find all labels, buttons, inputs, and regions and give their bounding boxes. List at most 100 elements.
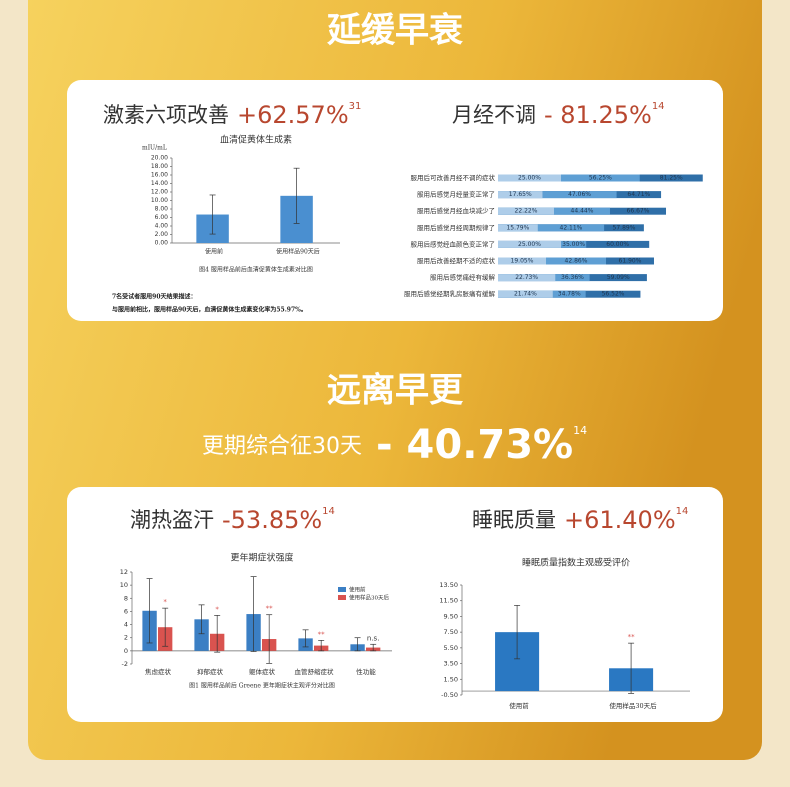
value-label: 25.00% <box>518 175 541 182</box>
y-tick-label: -0.50 <box>441 691 458 699</box>
caption: 图1 服用样品前后 Greene 更年期症状主观评分对比图 <box>189 682 335 690</box>
significance: * <box>215 605 219 613</box>
x-tick-label: 焦虑症状 <box>145 667 172 676</box>
chart-title: 血清促黄体生成素 <box>220 134 292 146</box>
y-axis-label: mIU/mL <box>142 145 167 152</box>
bar <box>498 240 561 248</box>
headline: 睡眠质量 +61.40%14 <box>472 506 688 534</box>
value-label: 34.78% <box>558 291 581 298</box>
row-label: 服用后感觉痛经有缓解 <box>430 273 496 282</box>
y-tick-label: 4.00 <box>155 223 169 230</box>
bar <box>498 224 538 232</box>
x-tick-label: 血管舒缩症状 <box>295 667 335 676</box>
y-tick-label: 3.50 <box>444 660 458 668</box>
value-label: 35.00% <box>562 241 585 248</box>
y-tick-label: 9.50 <box>444 612 458 620</box>
value-label: 25.00% <box>518 241 541 248</box>
y-tick-label: 18.00 <box>151 163 168 170</box>
bar <box>498 257 547 265</box>
bar <box>498 290 553 298</box>
row-label: 服用后感觉经期乳房胀痛有缓解 <box>404 289 496 298</box>
ref: 14 <box>676 506 689 517</box>
value-label: 47.06% <box>568 191 591 198</box>
stat: - 40.73% <box>376 422 573 468</box>
bar <box>498 207 554 215</box>
value-label: 42.86% <box>565 258 588 265</box>
y-tick-label: 11.50 <box>439 597 458 605</box>
label: 潮热盗汗 <box>130 508 214 532</box>
legend-label: 使用前 <box>349 586 366 594</box>
significance: ** <box>266 605 274 613</box>
legend-swatch <box>338 595 346 600</box>
bar <box>498 174 640 182</box>
stat: -53.85% <box>222 506 322 534</box>
bar <box>498 224 605 232</box>
ref: 14 <box>573 424 587 437</box>
x-tick-label: 使用前 <box>509 701 529 710</box>
row-label: 服用后感觉经血颜色变正常了 <box>411 239 496 248</box>
value-label: 57.89% <box>613 224 636 231</box>
note: 7名受试者服用90天结果描述： <box>112 293 197 301</box>
value-label: 64.71% <box>627 191 650 198</box>
y-tick-label: 1.50 <box>444 675 458 683</box>
row-label: 服用后改善经期不适的症状 <box>417 256 496 265</box>
ref: 31 <box>349 101 362 112</box>
row-label: 服用后感觉月经血块减少了 <box>417 206 495 215</box>
significance: ** <box>318 630 326 638</box>
y-tick-label: 8 <box>124 594 128 602</box>
y-tick-label: 10.00 <box>151 197 168 204</box>
value-label: 22.73% <box>515 274 538 281</box>
stat: +62.57% <box>237 101 349 129</box>
headline: 潮热盗汗 -53.85%14 <box>130 506 335 534</box>
label: 睡眠质量 <box>472 508 556 532</box>
value-label: 66.67% <box>627 208 650 215</box>
bar <box>498 191 617 199</box>
value-label: 22.22% <box>515 208 538 215</box>
chart-title: 睡眠质量指数主观感受评价 <box>522 557 630 569</box>
x-tick-label: 使用样品30天后 <box>609 701 657 710</box>
y-tick-label: 4 <box>124 621 128 629</box>
y-tick-label: 10 <box>120 581 128 589</box>
bar <box>498 174 561 182</box>
value-label: 60.00% <box>606 241 629 248</box>
y-tick-label: 2.00 <box>155 231 169 238</box>
row-label: 服用后感觉月经周期规律了 <box>417 223 495 232</box>
chart-title: 更年期症状强度 <box>230 552 293 564</box>
label: 激素六项改善 <box>103 103 229 127</box>
headline: 更期综合征30天 - 40.73%14 <box>202 422 587 468</box>
legend-swatch <box>338 587 346 592</box>
value-label: 56.25% <box>589 175 612 182</box>
y-tick-label: 0.00 <box>155 240 169 247</box>
value-label: 81.25% <box>660 175 683 182</box>
headline: 激素六项改善 +62.57%31 <box>103 101 361 129</box>
section-title: 延缓早衰 <box>327 11 463 51</box>
value-label: 61.90% <box>619 258 642 265</box>
significance: ** <box>628 633 636 641</box>
significance: * <box>163 598 167 606</box>
value-label: 59.09% <box>607 274 630 281</box>
row-label: 服用后感觉月经量变正常了 <box>417 190 495 199</box>
card <box>67 487 723 722</box>
headline: 月经不调 - 81.25%14 <box>452 101 665 129</box>
value-label: 17.65% <box>509 191 532 198</box>
x-tick-label: 性功能 <box>356 667 376 676</box>
label: 月经不调 <box>452 103 536 127</box>
x-tick-label: 使用样品90天后 <box>276 248 320 256</box>
y-tick-label: 12.00 <box>151 189 168 196</box>
bar <box>498 191 543 199</box>
bar <box>498 257 607 265</box>
value-label: 36.36% <box>561 274 584 281</box>
y-tick-label: 12 <box>120 568 128 576</box>
stat: - 81.25% <box>544 101 652 129</box>
significance: n.s. <box>367 634 380 642</box>
legend-label: 使用样品30天后 <box>349 594 389 602</box>
value-label: 44.44% <box>571 208 594 215</box>
y-tick-label: 6 <box>124 607 128 615</box>
y-tick-label: 7.50 <box>444 628 458 636</box>
value-label: 56.52% <box>602 291 625 298</box>
y-tick-label: 14.00 <box>151 180 168 187</box>
y-tick-label: 5.50 <box>444 644 458 652</box>
y-tick-label: 13.50 <box>439 581 458 589</box>
ref: 14 <box>322 506 335 517</box>
